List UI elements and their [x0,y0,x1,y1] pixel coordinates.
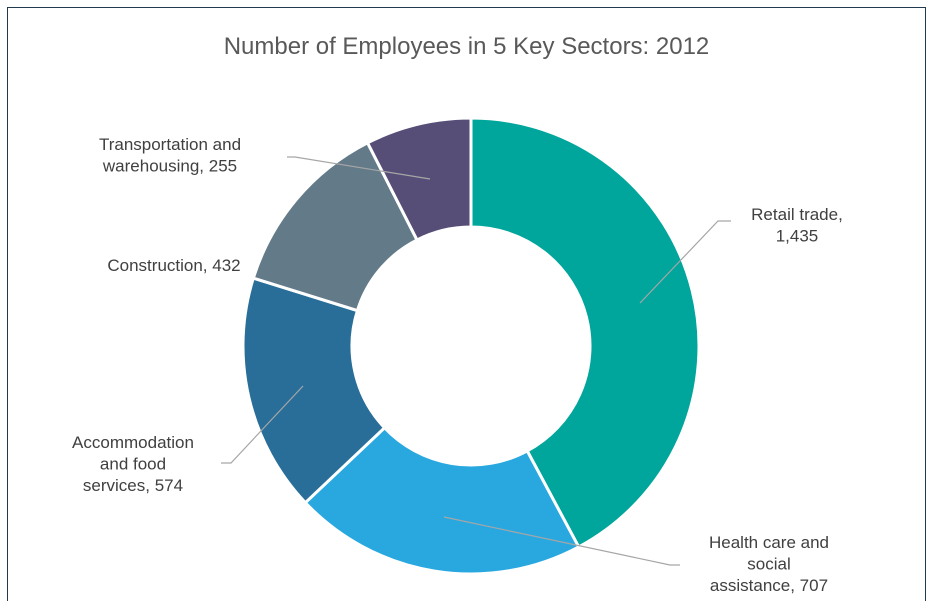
leader-line-accommodation-and-food-services [221,385,304,464]
slice-accommodation-and-food-services [241,276,387,505]
data-label-line: 1,435 [776,227,819,246]
data-labels-layer: Retail trade, 1,435 Health care and social a… [72,135,843,595]
chart-title: Number of Employees in 5 Key Sectors: 20… [223,33,710,60]
data-label-line: Accommodation [72,433,194,452]
data-label-line: Construction, 432 [107,256,240,275]
slice-retail-trade [469,116,701,549]
data-label-line: Retail trade, [751,205,843,224]
data-label-accommodation-and-food-services: Accommodation and food services, 574 [72,433,194,495]
slice-transportation-and-warehousing [365,116,473,242]
leader-line-retail-trade [639,220,731,304]
leader-lines-layer [221,156,731,566]
slices-layer [241,116,701,576]
data-label-line: social [747,555,790,574]
leader-line-transportation-and-warehousing [287,156,431,180]
data-label-health-care-and-social-assistance: Health care and social assistance, 707 [709,533,829,595]
data-label-line: services, 574 [83,476,183,495]
slice-health-care-and-social-assistance [303,425,581,576]
data-label-line: Transportation and [99,135,241,154]
data-label-line: Health care and [709,533,829,552]
data-label-construction: Construction, 432 [107,256,240,275]
data-label-line: and food [100,455,166,474]
data-label-line: assistance, 707 [710,576,828,595]
leader-line-health-care-and-social-assistance [443,516,680,566]
data-label-transportation-and-warehousing: Transportation and warehousing, 255 [99,135,241,176]
data-label-line: warehousing, 255 [102,157,237,176]
data-label-retail-trade: Retail trade, 1,435 [751,205,843,246]
